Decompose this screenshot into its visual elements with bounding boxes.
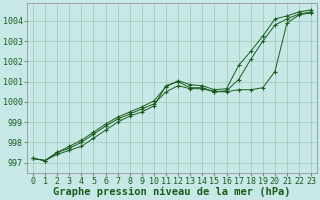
X-axis label: Graphe pression niveau de la mer (hPa): Graphe pression niveau de la mer (hPa) — [53, 187, 291, 197]
